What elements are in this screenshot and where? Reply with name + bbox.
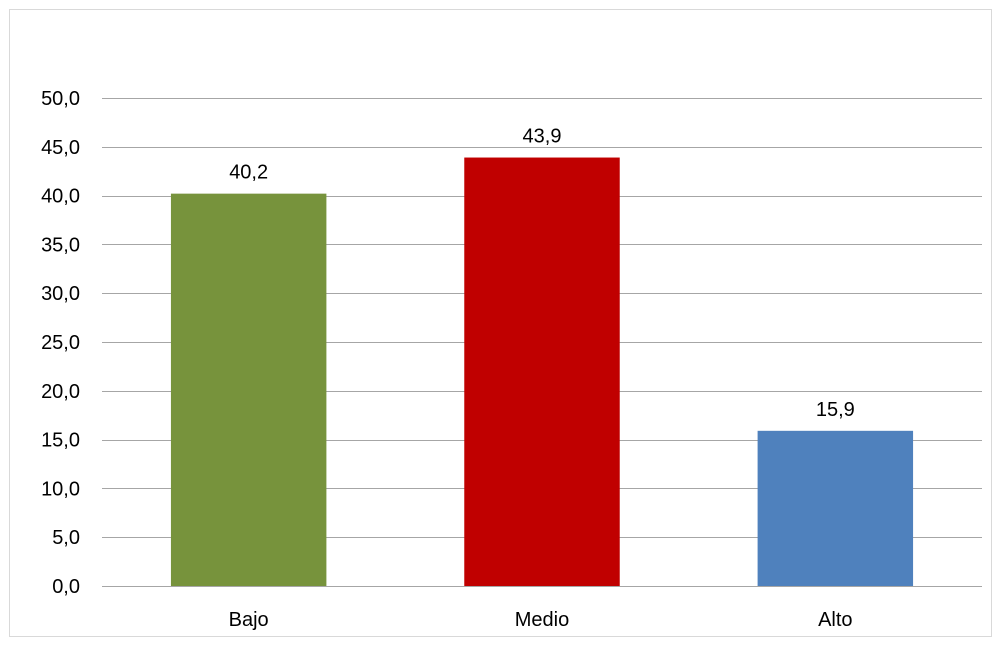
- x-category-label: Bajo: [229, 609, 269, 631]
- y-tick-label: 10,0: [41, 478, 80, 500]
- y-tick-label: 20,0: [41, 381, 80, 403]
- y-tick-label: 5,0: [52, 527, 80, 549]
- bar-alto: [757, 430, 914, 586]
- data-label: 15,9: [816, 399, 855, 421]
- data-labels: 40,2 43,9 15,9: [229, 126, 855, 421]
- y-tick-label: 50,0: [41, 88, 80, 110]
- y-axis-tick-labels: 0,0 5,0 10,0 15,0 20,0 25,0 30,0 35,0 40,0 45,0 50…: [41, 88, 80, 598]
- y-tick-label: 15,0: [41, 430, 80, 452]
- x-category-label: Medio: [515, 609, 569, 631]
- y-tick-label: 40,0: [41, 186, 80, 208]
- y-tick-label: 25,0: [41, 332, 80, 354]
- y-tick-label: 30,0: [41, 283, 80, 305]
- data-label: 40,2: [229, 162, 268, 184]
- x-category-label: Alto: [818, 609, 852, 631]
- y-tick-label: 0,0: [52, 576, 80, 598]
- data-label: 43,9: [523, 126, 562, 148]
- x-axis-category-labels: Bajo Medio Alto: [229, 609, 853, 631]
- bars: [170, 157, 914, 586]
- bar-bajo: [170, 193, 327, 586]
- bar-medio: [464, 157, 620, 586]
- y-tick-label: 35,0: [41, 234, 80, 256]
- y-tick-label: 45,0: [41, 137, 80, 159]
